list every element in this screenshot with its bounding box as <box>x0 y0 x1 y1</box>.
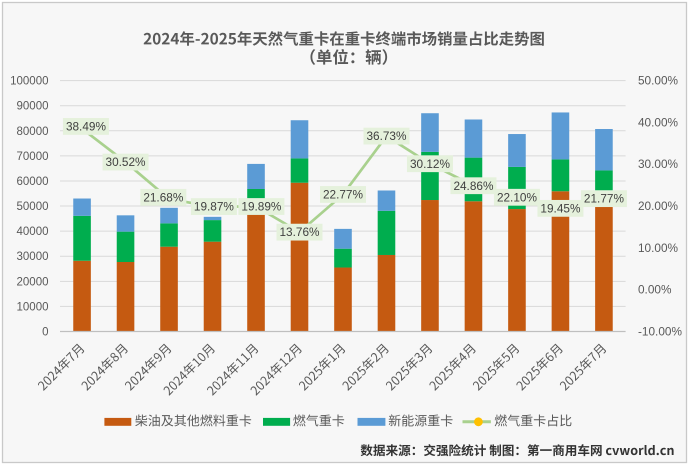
svg-text:40.00%: 40.00% <box>638 115 679 129</box>
svg-text:19.89%: 19.89% <box>241 200 282 214</box>
svg-text:50.00%: 50.00% <box>638 74 679 88</box>
svg-text:20.00%: 20.00% <box>638 199 679 213</box>
svg-text:36.73%: 36.73% <box>366 129 407 143</box>
svg-text:100000: 100000 <box>10 76 48 88</box>
svg-text:38.49%: 38.49% <box>66 120 107 134</box>
svg-text:0.00%: 0.00% <box>638 283 672 297</box>
svg-text:19.45%: 19.45% <box>540 201 581 215</box>
svg-text:70000: 70000 <box>17 151 49 163</box>
svg-text:30.12%: 30.12% <box>410 157 451 171</box>
svg-text:-10.00%: -10.00% <box>638 325 682 339</box>
svg-text:30000: 30000 <box>17 251 49 263</box>
svg-text:22.10%: 22.10% <box>497 190 538 204</box>
svg-text:0: 0 <box>42 327 48 339</box>
svg-text:10000: 10000 <box>17 301 49 313</box>
svg-text:40000: 40000 <box>17 226 49 238</box>
svg-text:80000: 80000 <box>17 126 49 138</box>
svg-text:21.77%: 21.77% <box>584 192 625 206</box>
svg-text:30.52%: 30.52% <box>106 155 147 169</box>
svg-text:10.00%: 10.00% <box>638 241 679 255</box>
svg-text:30.00%: 30.00% <box>638 157 679 171</box>
svg-text:20000: 20000 <box>17 276 49 288</box>
svg-text:19.87%: 19.87% <box>194 200 235 214</box>
svg-text:13.76%: 13.76% <box>279 225 320 239</box>
svg-text:22.77%: 22.77% <box>323 188 364 202</box>
svg-text:90000: 90000 <box>17 101 49 113</box>
svg-text:24.86%: 24.86% <box>453 179 494 193</box>
svg-text:21.68%: 21.68% <box>143 190 184 204</box>
svg-text:60000: 60000 <box>17 176 49 188</box>
svg-text:50000: 50000 <box>17 201 49 213</box>
